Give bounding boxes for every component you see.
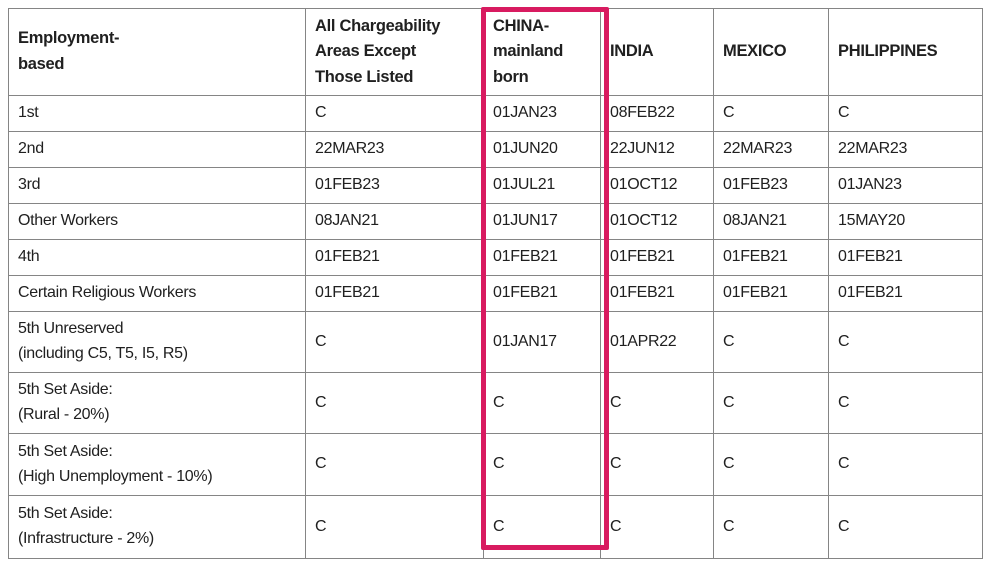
value-cell: C — [600, 433, 714, 496]
column-header-employment-based: Employment- based — [8, 8, 306, 96]
table-row-1st: 1st C 01JAN23 08FEB22 C C — [8, 95, 983, 132]
table-header-row: Employment- based All Chargeability Area… — [8, 8, 983, 96]
table-row-2nd: 2nd 22MAR23 01JUN20 22JUN12 22MAR23 22MA… — [8, 131, 983, 168]
value-cell: 08FEB22 — [600, 95, 714, 132]
row-label-cell: Certain Religious Workers — [8, 275, 306, 312]
row-label-cell: Other Workers — [8, 203, 306, 240]
value-cell: C — [828, 95, 983, 132]
value-cell: C — [483, 495, 601, 559]
value-cell: 01FEB21 — [713, 275, 829, 312]
value-cell: 22MAR23 — [305, 131, 484, 168]
value-cell: C — [713, 311, 829, 373]
table-row-5th-set-aside-high-unemployment: 5th Set Aside: (High Unemployment - 10%)… — [8, 433, 983, 496]
value-cell: 01FEB21 — [483, 275, 601, 312]
value-cell: C — [305, 495, 484, 559]
value-cell: 01FEB21 — [828, 239, 983, 276]
value-cell: 01OCT12 — [600, 167, 714, 204]
value-cell: 01JAN23 — [828, 167, 983, 204]
value-cell: 08JAN21 — [305, 203, 484, 240]
row-label-cell: 2nd — [8, 131, 306, 168]
row-label-cell: 5th Set Aside: (High Unemployment - 10%) — [8, 433, 306, 496]
value-cell: 01OCT12 — [600, 203, 714, 240]
value-cell: C — [483, 433, 601, 496]
value-cell: 01FEB23 — [305, 167, 484, 204]
column-header-all-chargeability: All Chargeability Areas Except Those Lis… — [305, 8, 484, 96]
value-cell: C — [828, 372, 983, 434]
value-cell: 01FEB21 — [305, 275, 484, 312]
value-cell: C — [305, 95, 484, 132]
value-cell: 22MAR23 — [713, 131, 829, 168]
value-cell: 22JUN12 — [600, 131, 714, 168]
column-header-philippines: PHILIPPINES — [828, 8, 983, 96]
value-cell: 01FEB21 — [828, 275, 983, 312]
value-cell: 01FEB21 — [483, 239, 601, 276]
table-row-5th-unreserved: 5th Unreserved (including C5, T5, I5, R5… — [8, 311, 983, 373]
row-label-cell: 3rd — [8, 167, 306, 204]
value-cell: 01FEB21 — [713, 239, 829, 276]
column-header-india: INDIA — [600, 8, 714, 96]
value-cell: 01JAN23 — [483, 95, 601, 132]
value-cell: 01FEB23 — [713, 167, 829, 204]
value-cell: C — [713, 433, 829, 496]
value-cell: C — [305, 433, 484, 496]
value-cell: 01APR22 — [600, 311, 714, 373]
row-label-cell: 5th Unreserved (including C5, T5, I5, R5… — [8, 311, 306, 373]
value-cell: C — [713, 495, 829, 559]
value-cell: C — [305, 311, 484, 373]
value-cell: C — [828, 433, 983, 496]
value-cell: 01FEB21 — [600, 239, 714, 276]
table-row-5th-set-aside-infrastructure: 5th Set Aside: (Infrastructure - 2%) C C… — [8, 495, 983, 559]
value-cell: 08JAN21 — [713, 203, 829, 240]
table-row-4th: 4th 01FEB21 01FEB21 01FEB21 01FEB21 01FE… — [8, 239, 983, 276]
table-row-certain-religious-workers: Certain Religious Workers 01FEB21 01FEB2… — [8, 275, 983, 312]
value-cell: 01JAN17 — [483, 311, 601, 373]
value-cell: C — [828, 495, 983, 559]
row-label-cell: 5th Set Aside: (Infrastructure - 2%) — [8, 495, 306, 559]
row-label-cell: 4th — [8, 239, 306, 276]
table-row-5th-set-aside-rural: 5th Set Aside: (Rural - 20%) C C C C C — [8, 372, 983, 434]
value-cell: C — [713, 95, 829, 132]
value-cell: C — [828, 311, 983, 373]
value-cell: C — [305, 372, 484, 434]
value-cell: C — [713, 372, 829, 434]
table-row-other-workers: Other Workers 08JAN21 01JUN17 01OCT12 08… — [8, 203, 983, 240]
value-cell: C — [600, 495, 714, 559]
value-cell: 22MAR23 — [828, 131, 983, 168]
value-cell: 15MAY20 — [828, 203, 983, 240]
value-cell: 01FEB21 — [600, 275, 714, 312]
employment-based-priority-dates-table: Employment- based All Chargeability Area… — [8, 8, 983, 559]
value-cell: C — [483, 372, 601, 434]
column-header-china-mainland-born: CHINA- mainland born — [483, 8, 601, 96]
value-cell: 01JUN20 — [483, 131, 601, 168]
row-label-cell: 5th Set Aside: (Rural - 20%) — [8, 372, 306, 434]
value-cell: 01JUN17 — [483, 203, 601, 240]
row-label-cell: 1st — [8, 95, 306, 132]
value-cell: 01JUL21 — [483, 167, 601, 204]
value-cell: C — [600, 372, 714, 434]
value-cell: 01FEB21 — [305, 239, 484, 276]
column-header-mexico: MEXICO — [713, 8, 829, 96]
table-row-3rd: 3rd 01FEB23 01JUL21 01OCT12 01FEB23 01JA… — [8, 167, 983, 204]
